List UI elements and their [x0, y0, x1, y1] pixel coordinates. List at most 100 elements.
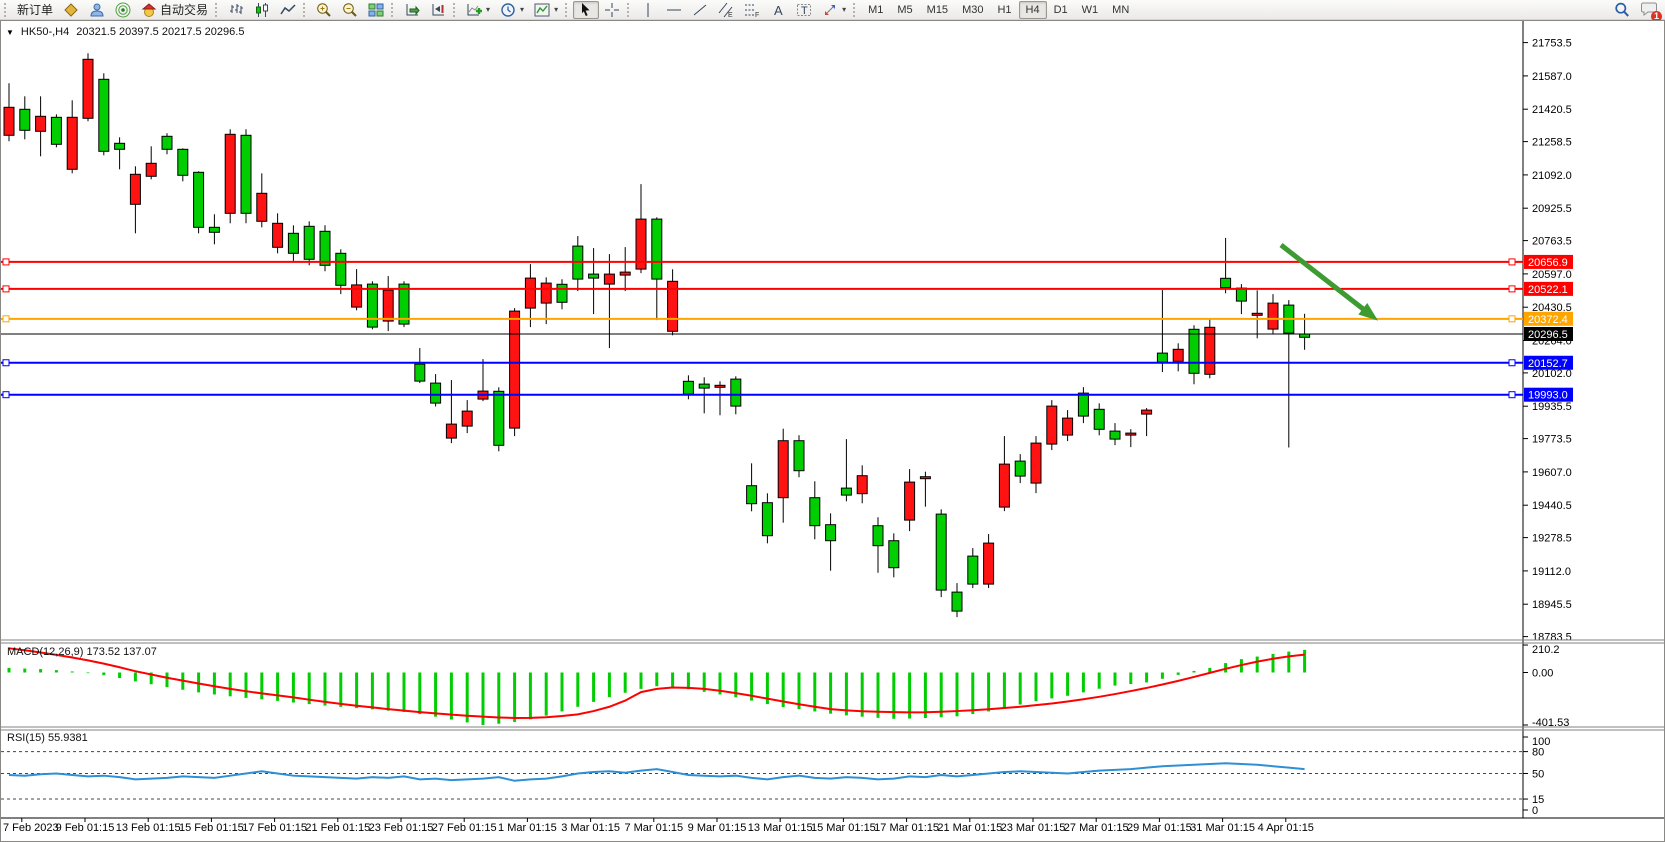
- candle-body: [50, 116, 62, 145]
- data-window-button[interactable]: [84, 1, 110, 19]
- chart-canvas[interactable]: 21753.5 21587.0 21420.5 21258.5 21092.0 20925…: [1, 21, 1664, 841]
- level-handle[interactable]: [1508, 359, 1516, 367]
- price-level-badge-label: 20152.7: [1528, 358, 1568, 370]
- new-order-button[interactable]: 新订单: [12, 1, 58, 19]
- timeframe-D1[interactable]: D1: [1047, 1, 1075, 19]
- level-handle[interactable]: [1508, 285, 1516, 293]
- timeframe-H4[interactable]: H4: [1018, 0, 1047, 19]
- horizontal-line-button[interactable]: [661, 1, 687, 19]
- level-handle[interactable]: [2, 258, 10, 266]
- fibonacci-button[interactable]: F: [739, 1, 765, 19]
- candle-body: [224, 133, 236, 214]
- text-label-icon: T: [796, 2, 812, 18]
- level-handle[interactable]: [2, 315, 10, 323]
- level-handle[interactable]: [2, 285, 10, 293]
- arrows-button[interactable]: ▾: [817, 1, 851, 19]
- toolbar-grip: [391, 2, 396, 17]
- cursor-icon: [578, 2, 594, 18]
- candle-body: [840, 487, 852, 496]
- equidistant-channel-button[interactable]: E: [713, 1, 739, 19]
- indicators-button[interactable]: ▾: [461, 1, 495, 19]
- price-level-badge: [1524, 254, 1573, 269]
- trendline-button[interactable]: [687, 1, 713, 19]
- timeframe-M30[interactable]: M30: [955, 1, 990, 19]
- one-click-collapse-icon[interactable]: ▼: [6, 27, 14, 37]
- candle-body: [19, 108, 31, 131]
- price-tick-label: 18945.5: [1532, 599, 1572, 611]
- toolbar-grip: [303, 2, 308, 17]
- cursor-button[interactable]: [573, 0, 600, 19]
- price-tick-label: 19773.5: [1532, 434, 1572, 446]
- vertical-line-button[interactable]: [635, 1, 661, 19]
- tile-windows-icon: [368, 2, 384, 18]
- candle-chart-button[interactable]: [249, 1, 275, 19]
- level-handle[interactable]: [1508, 315, 1516, 323]
- candle-body: [761, 502, 773, 537]
- crosshair-button[interactable]: [599, 1, 625, 19]
- level-handle[interactable]: [2, 391, 10, 399]
- text-label-button[interactable]: T: [791, 1, 817, 19]
- annotation-arrow-head[interactable]: [1358, 303, 1379, 321]
- level-handle[interactable]: [2, 359, 10, 367]
- price-tick-label: 20430.5: [1532, 302, 1572, 314]
- timeframe-W1[interactable]: W1: [1075, 1, 1106, 19]
- candle-body: [730, 378, 742, 407]
- zoom-out-button[interactable]: [337, 1, 363, 19]
- candle-body: [714, 384, 726, 388]
- search-button[interactable]: [1609, 1, 1635, 19]
- bar-chart-button[interactable]: [223, 1, 249, 19]
- candle-body: [809, 497, 821, 527]
- time-tick-label: 23 Feb 01:15: [369, 822, 434, 834]
- time-tick-label: 27 Feb 01:15: [432, 822, 497, 834]
- macd-tick-label: 210.2: [1532, 644, 1560, 656]
- timeframe-H1[interactable]: H1: [990, 1, 1018, 19]
- cursor-group: [563, 0, 625, 20]
- zoom-in-button[interactable]: [311, 1, 337, 19]
- tile-windows-button[interactable]: [363, 1, 389, 19]
- dropdown-caret-icon: ▾: [486, 5, 491, 14]
- chart-window[interactable]: ▼ HK50-,H4 20321.5 20397.5 20217.5 20296…: [0, 20, 1665, 842]
- annotation-arrow[interactable]: [1279, 243, 1369, 314]
- timeframe-M15[interactable]: M15: [920, 1, 955, 19]
- scroll-group: [389, 0, 451, 20]
- candle-body: [998, 463, 1010, 508]
- line-chart-button[interactable]: [275, 1, 301, 19]
- candle-body: [1093, 408, 1105, 430]
- indicators-icon: [466, 2, 483, 18]
- notifications-button[interactable]: 1: [1641, 0, 1662, 22]
- candle-body: [635, 218, 647, 270]
- level-handle[interactable]: [1508, 391, 1516, 399]
- time-tick-label: 27 Mar 01:15: [1064, 822, 1129, 834]
- timeframe-M5[interactable]: M5: [890, 1, 919, 19]
- candle-body: [1030, 442, 1042, 484]
- candle-body: [366, 283, 378, 328]
- candle-body: [145, 162, 157, 177]
- timeframe-group: M1 M5 M15 M30 H1 H4 D1 W1 MN: [851, 0, 1136, 20]
- timeframe-MN[interactable]: MN: [1105, 1, 1136, 19]
- text-button[interactable]: A: [765, 1, 791, 19]
- toolbar-grip: [4, 2, 9, 17]
- auto-trading-button[interactable]: 自动交易: [136, 1, 213, 19]
- rsi-tick-label: 50: [1532, 769, 1544, 781]
- timeframe-M1[interactable]: M1: [861, 1, 890, 19]
- templates-button[interactable]: ▾: [529, 1, 563, 19]
- time-tick-label: 1 Mar 01:15: [498, 822, 557, 834]
- market-watch-button[interactable]: [58, 1, 84, 19]
- price-tick-label: 21092.0: [1532, 170, 1572, 182]
- new-order-label: 新订单: [17, 3, 54, 17]
- candle-body: [746, 485, 758, 505]
- line-chart-icon: [280, 2, 296, 18]
- periods-button[interactable]: ▾: [495, 1, 529, 19]
- candle-body: [682, 380, 694, 395]
- insert-group: ▾ ▾ ▾: [451, 0, 563, 20]
- candle-body: [98, 78, 110, 152]
- candle-body: [919, 476, 931, 480]
- candle-body: [935, 513, 947, 591]
- auto-scroll-button[interactable]: [399, 1, 425, 19]
- signals-button[interactable]: [110, 1, 136, 19]
- chart-type-group: [213, 0, 301, 20]
- svg-text:E: E: [728, 12, 733, 18]
- chart-shift-button[interactable]: [425, 1, 451, 19]
- level-handle[interactable]: [1508, 258, 1516, 266]
- price-level-badge: [1524, 387, 1573, 402]
